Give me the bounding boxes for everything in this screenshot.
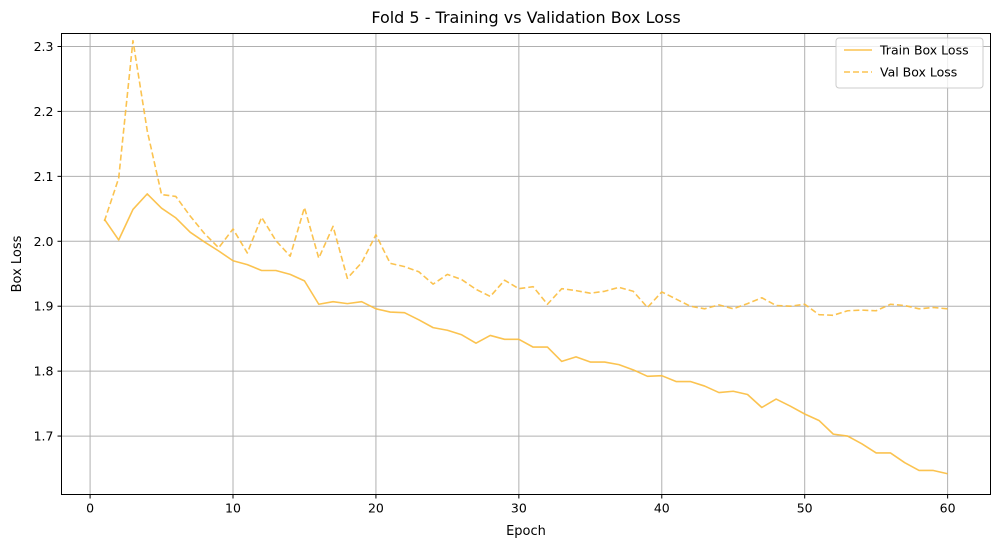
train-box-loss-line xyxy=(103,193,948,475)
x-axis: 0 10 20 30 40 50 60 xyxy=(86,494,956,516)
x-tick-label: 40 xyxy=(654,501,670,516)
y-tick-label: 1.7 xyxy=(34,429,54,444)
y-tick-label: 2.0 xyxy=(34,234,54,249)
y-tick-label: 2.1 xyxy=(34,169,54,184)
x-tick-label: 50 xyxy=(797,501,813,516)
y-axis-label: Box Loss xyxy=(10,235,25,292)
x-tick-label: 20 xyxy=(368,501,384,516)
series-layer xyxy=(103,39,948,475)
val-box-loss-line xyxy=(103,39,948,317)
y-tick-label: 1.9 xyxy=(34,299,54,314)
x-tick-label: 10 xyxy=(225,501,241,516)
legend-label-train: Train Box Loss xyxy=(879,43,969,58)
plot-area xyxy=(61,33,991,495)
chart-title: Fold 5 - Training vs Validation Box Loss xyxy=(371,8,680,27)
legend: Train Box Loss Val Box Loss xyxy=(835,37,984,89)
legend-box xyxy=(835,37,984,89)
x-tick-label: 0 xyxy=(86,501,94,516)
x-tick-label: 30 xyxy=(511,501,527,516)
plot-frame xyxy=(61,33,991,495)
y-tick-label: 2.2 xyxy=(34,104,54,119)
y-tick-label: 2.3 xyxy=(34,39,54,54)
x-axis-label: Epoch xyxy=(506,524,546,539)
legend-label-val: Val Box Loss xyxy=(880,65,957,80)
x-tick-label: 60 xyxy=(940,501,956,516)
y-tick-label: 1.8 xyxy=(34,364,54,379)
y-axis: 1.7 1.8 1.9 2.0 2.1 2.2 2.3 xyxy=(34,39,62,444)
